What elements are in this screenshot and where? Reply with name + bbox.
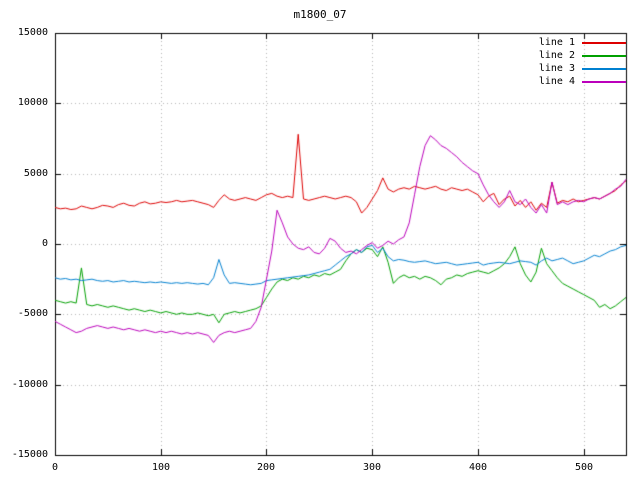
legend-color-sample: [582, 67, 626, 70]
y-tick-label: 10000: [17, 97, 48, 108]
x-tick-label: 0: [51, 462, 59, 473]
x-tick-label: 100: [151, 462, 171, 473]
legend-color-sample: [582, 80, 626, 83]
x-tick-label: 300: [362, 462, 382, 473]
legend-color-sample: [582, 41, 626, 44]
y-tick-label: -10000: [11, 379, 48, 390]
legend-label: line 3: [538, 63, 575, 74]
legend: line 1 line 2 line 3 line 4: [539, 36, 626, 88]
y-tick-label: -15000: [11, 449, 48, 460]
y-tick-label: 0: [41, 238, 48, 249]
legend-item: line 1: [539, 36, 626, 49]
chart-title: m1800_07: [293, 8, 347, 21]
y-tick-label: 15000: [17, 27, 48, 38]
y-tick-label: 5000: [23, 168, 48, 179]
legend-label: line 1: [538, 37, 575, 48]
x-tick-label: 200: [256, 462, 276, 473]
x-tick-label: 500: [574, 462, 594, 473]
y-tick-label: -5000: [17, 308, 48, 319]
legend-label: line 2: [538, 50, 575, 61]
legend-item: line 4: [539, 75, 626, 88]
legend-label: line 4: [538, 76, 575, 87]
x-tick-label: 400: [468, 462, 488, 473]
legend-item: line 2: [539, 49, 626, 62]
legend-item: line 3: [539, 62, 626, 75]
legend-color-sample: [582, 54, 626, 57]
